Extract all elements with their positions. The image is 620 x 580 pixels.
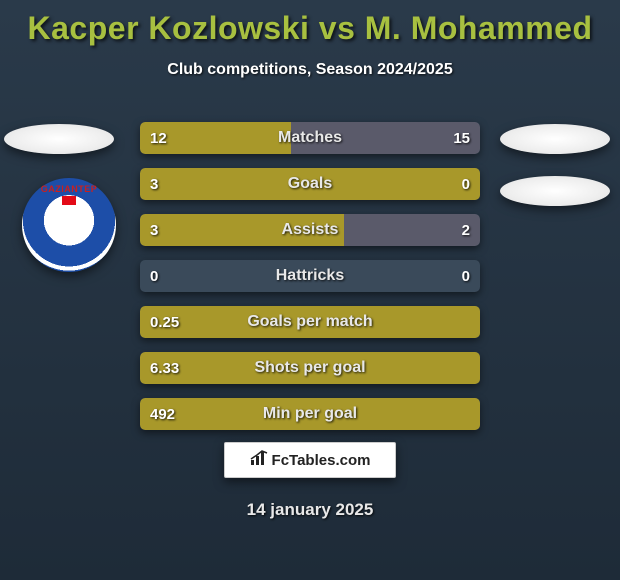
- stat-value-left: 6.33: [150, 352, 179, 384]
- stat-value-right: 2: [462, 214, 470, 246]
- crest-label: GAZIANTEP: [22, 184, 116, 194]
- source-badge: FcTables.com: [224, 442, 396, 478]
- bar-right: [291, 122, 480, 154]
- club-crest: GAZIANTEP: [22, 178, 116, 272]
- bar-left: [140, 214, 344, 246]
- subtitle: Club competitions, Season 2024/2025: [0, 61, 620, 79]
- stat-value-left: 3: [150, 168, 158, 200]
- stat-row: 1215Matches: [140, 122, 480, 154]
- stat-value-right: 0: [462, 168, 470, 200]
- stat-row: 32Assists: [140, 214, 480, 246]
- bar-left: [140, 398, 480, 430]
- bar-left: [140, 352, 480, 384]
- bar-right: [344, 214, 480, 246]
- stat-value-right: 0: [462, 260, 470, 292]
- bar-left: [140, 306, 480, 338]
- chart-icon: [250, 450, 268, 471]
- date-label: 14 january 2025: [0, 500, 620, 520]
- stat-row: 0 0Hattricks: [140, 260, 480, 292]
- stat-row: 6.33Shots per goal: [140, 352, 480, 384]
- stat-value-left: 0.25: [150, 306, 179, 338]
- stat-value-left: 12: [150, 122, 167, 154]
- bar-left: [140, 168, 480, 200]
- stat-row: 0.25Goals per match: [140, 306, 480, 338]
- player-right-avatar-2: [500, 176, 610, 206]
- comparison-bars: 1215Matches30Goals32Assists00Hattricks0.…: [140, 122, 480, 444]
- stat-value-left: 492: [150, 398, 175, 430]
- page-title: Kacper Kozlowski vs M. Mohammed: [0, 0, 620, 47]
- stat-value-left: 0: [150, 260, 158, 292]
- source-label: FcTables.com: [272, 452, 371, 469]
- crest-flag-icon: [62, 196, 76, 205]
- stat-row: 492Min per goal: [140, 398, 480, 430]
- stat-row: 30Goals: [140, 168, 480, 200]
- player-right-avatar-1: [500, 124, 610, 154]
- player-left-avatar: [4, 124, 114, 154]
- stat-value-left: 3: [150, 214, 158, 246]
- stat-value-right: 15: [453, 122, 470, 154]
- stat-label: Hattricks: [140, 260, 480, 292]
